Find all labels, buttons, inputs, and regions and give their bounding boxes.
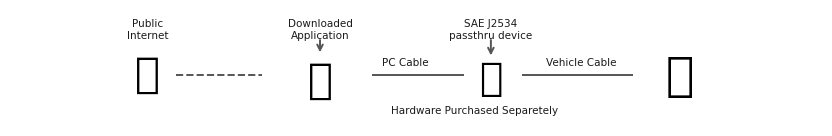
Text: Hardware Purchased Separetely: Hardware Purchased Separetely bbox=[391, 106, 558, 116]
Text: 📟: 📟 bbox=[479, 60, 503, 98]
Text: SAE J2534
passthru device: SAE J2534 passthru device bbox=[449, 19, 532, 41]
Text: Vehicle Cable: Vehicle Cable bbox=[546, 58, 617, 68]
Text: 🌐: 🌐 bbox=[136, 54, 161, 96]
Text: Downloaded
Application: Downloaded Application bbox=[288, 19, 353, 41]
Text: Public
Internet: Public Internet bbox=[127, 19, 169, 41]
Text: PC Cable: PC Cable bbox=[383, 58, 429, 68]
Text: 🚗: 🚗 bbox=[666, 55, 694, 100]
Text: 💻: 💻 bbox=[308, 60, 333, 102]
